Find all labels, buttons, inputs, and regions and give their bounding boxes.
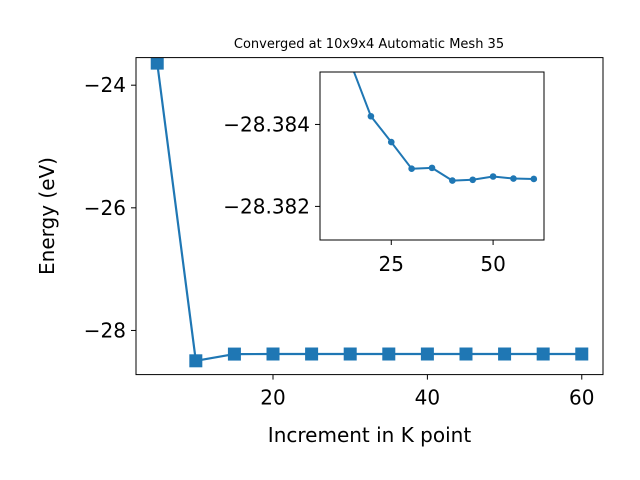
y-axis-label: Energy (eV) [35,157,59,275]
inset-axis-ticks: 25 50 −28.384 −28.382 [223,112,506,276]
inset-data-point [510,175,517,182]
main-y-tick-label: −28 [84,318,126,342]
inset-y-tick-label: −28.384 [223,112,310,136]
main-series [150,57,589,368]
chart-title: Converged at 10x9x4 Automatic Mesh 35 [234,37,504,52]
main-data-point [343,347,357,361]
main-data-point [498,347,512,361]
inset-x-tick-label: 50 [480,252,505,276]
inset-background [320,72,544,240]
inset-data-point [530,175,538,183]
main-data-point [266,347,280,361]
main-plot: Converged at 10x9x4 Automatic Mesh 35 20… [35,37,604,447]
main-data-point [420,347,434,361]
main-y-tick-label: −24 [84,73,126,97]
main-data-point [575,347,589,361]
main-data-point [227,347,241,361]
main-data-point [459,347,473,361]
main-data-point [189,354,203,368]
inset-data-point [449,177,456,184]
inset-series [347,60,538,184]
main-plot-frame [135,57,604,376]
main-y-tick-label: −26 [84,196,126,220]
inset-data-point [408,165,415,173]
inset-y-tick-label: −28.382 [223,194,310,218]
main-x-tick-label: 40 [415,386,440,410]
inset-data-point [428,164,436,172]
inset-data-point [387,138,395,146]
inset-plot-frame [319,71,545,241]
inset-data-point [347,60,354,67]
inset-data-point [469,176,477,184]
main-data-point [536,347,550,361]
x-axis-label: Increment in K point [268,423,472,447]
main-data-point [305,347,319,361]
main-data-point [382,347,396,361]
main-data-point [150,57,164,70]
inset-plot: 25 50 −28.384 −28.382 [223,60,545,276]
main-x-tick-label: 20 [260,386,285,410]
main-axis-ticks: 20 40 60 −28 −26 −24 [84,73,595,409]
inset-data-point [367,112,375,120]
inset-x-tick-label: 25 [379,252,404,276]
inset-data-point [489,173,497,180]
inset-series-line [352,72,534,182]
main-x-tick-label: 60 [569,386,594,410]
